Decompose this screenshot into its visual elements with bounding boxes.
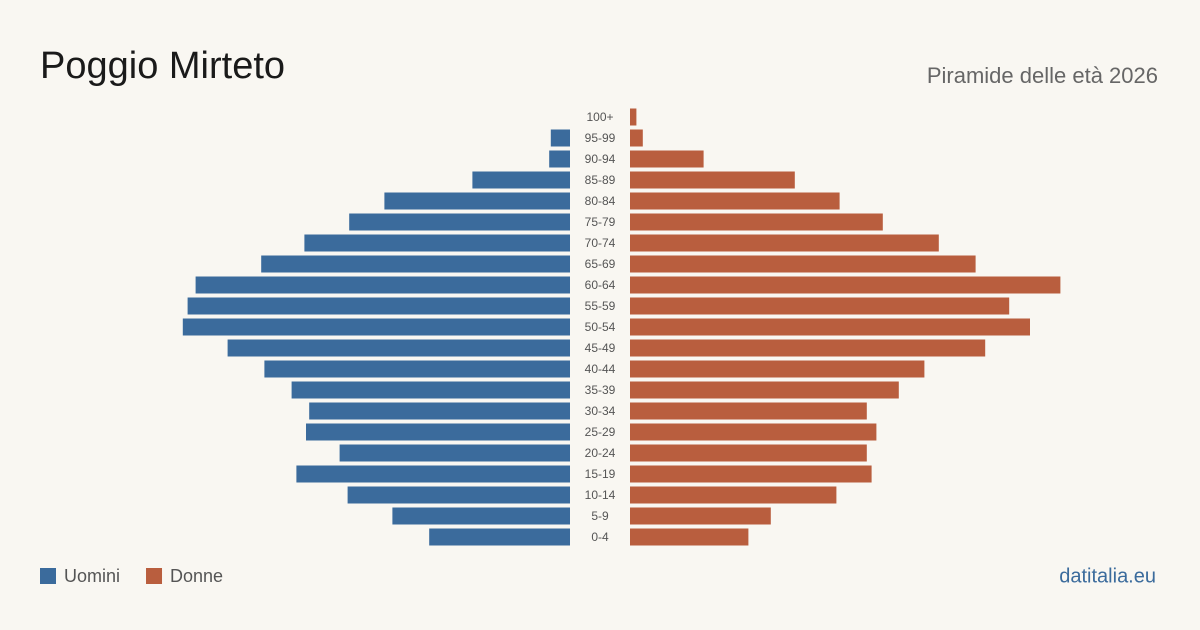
- male-bar: [392, 507, 570, 525]
- age-label: 95-99: [585, 131, 616, 145]
- female-bar: [630, 297, 1010, 315]
- chart-title: Poggio Mirteto: [40, 45, 285, 87]
- female-bar: [630, 318, 1030, 336]
- age-label: 30-34: [585, 404, 616, 418]
- age-label: 100+: [586, 110, 613, 124]
- female-bar: [630, 423, 877, 441]
- female-bar: [630, 255, 976, 273]
- female-bar: [630, 276, 1061, 294]
- chart-subtitle: Piramide delle età 2026: [927, 63, 1158, 88]
- source: datitalia.eu: [1059, 565, 1156, 587]
- female-bar: [630, 171, 795, 189]
- female-bar: [630, 192, 840, 210]
- age-label: 55-59: [585, 299, 616, 313]
- female-bar: [630, 507, 771, 525]
- male-bar: [339, 444, 570, 462]
- age-label: 70-74: [585, 236, 616, 250]
- age-label: 80-84: [585, 194, 616, 208]
- female-bar: [630, 528, 749, 546]
- female-bar: [630, 108, 637, 126]
- legend-swatch: [146, 568, 163, 584]
- male-bar: [349, 213, 570, 231]
- age-label: 10-14: [585, 488, 616, 502]
- male-bar: [550, 129, 570, 147]
- age-label: 90-94: [585, 152, 616, 166]
- female-bar: [630, 129, 643, 147]
- age-label: 50-54: [585, 320, 616, 334]
- male-bar: [195, 276, 570, 294]
- male-bar: [472, 171, 570, 189]
- age-label: 5-9: [591, 509, 609, 523]
- male-bar: [261, 255, 570, 273]
- female-bar: [630, 150, 704, 168]
- male-bar: [306, 423, 570, 441]
- male-bar: [264, 360, 570, 378]
- legend-swatch: [40, 568, 56, 584]
- age-label: 25-29: [585, 425, 616, 439]
- female-bar: [630, 444, 867, 462]
- male-bar: [227, 339, 570, 357]
- age-label: 15-19: [585, 467, 616, 481]
- age-label: 35-39: [585, 383, 616, 397]
- age-label: 40-44: [585, 362, 616, 376]
- male-bar: [549, 150, 570, 168]
- female-bar: [630, 465, 872, 483]
- male-bar: [187, 297, 570, 315]
- legend-label: Uomini: [64, 566, 120, 586]
- male-bar: [347, 486, 570, 504]
- age-label: 45-49: [585, 341, 616, 355]
- female-bar: [630, 339, 986, 357]
- age-label: 20-24: [585, 446, 616, 460]
- legend-label: Donne: [170, 566, 223, 586]
- age-label: 85-89: [585, 173, 616, 187]
- female-bar: [630, 360, 925, 378]
- age-label: 65-69: [585, 257, 616, 271]
- male-bar: [182, 318, 571, 336]
- female-bar: [630, 486, 837, 504]
- female-bar: [630, 234, 939, 252]
- male-bar: [384, 192, 570, 210]
- female-bar: [630, 402, 867, 420]
- age-label: 75-79: [585, 215, 616, 229]
- male-bar: [309, 402, 570, 420]
- female-bar: [630, 213, 883, 231]
- age-label: 60-64: [585, 278, 616, 292]
- age-label: 0-4: [591, 530, 609, 544]
- male-bar: [296, 465, 570, 483]
- male-bar: [304, 234, 570, 252]
- male-bar: [291, 381, 570, 399]
- male-bar: [429, 528, 570, 546]
- female-bar: [630, 381, 899, 399]
